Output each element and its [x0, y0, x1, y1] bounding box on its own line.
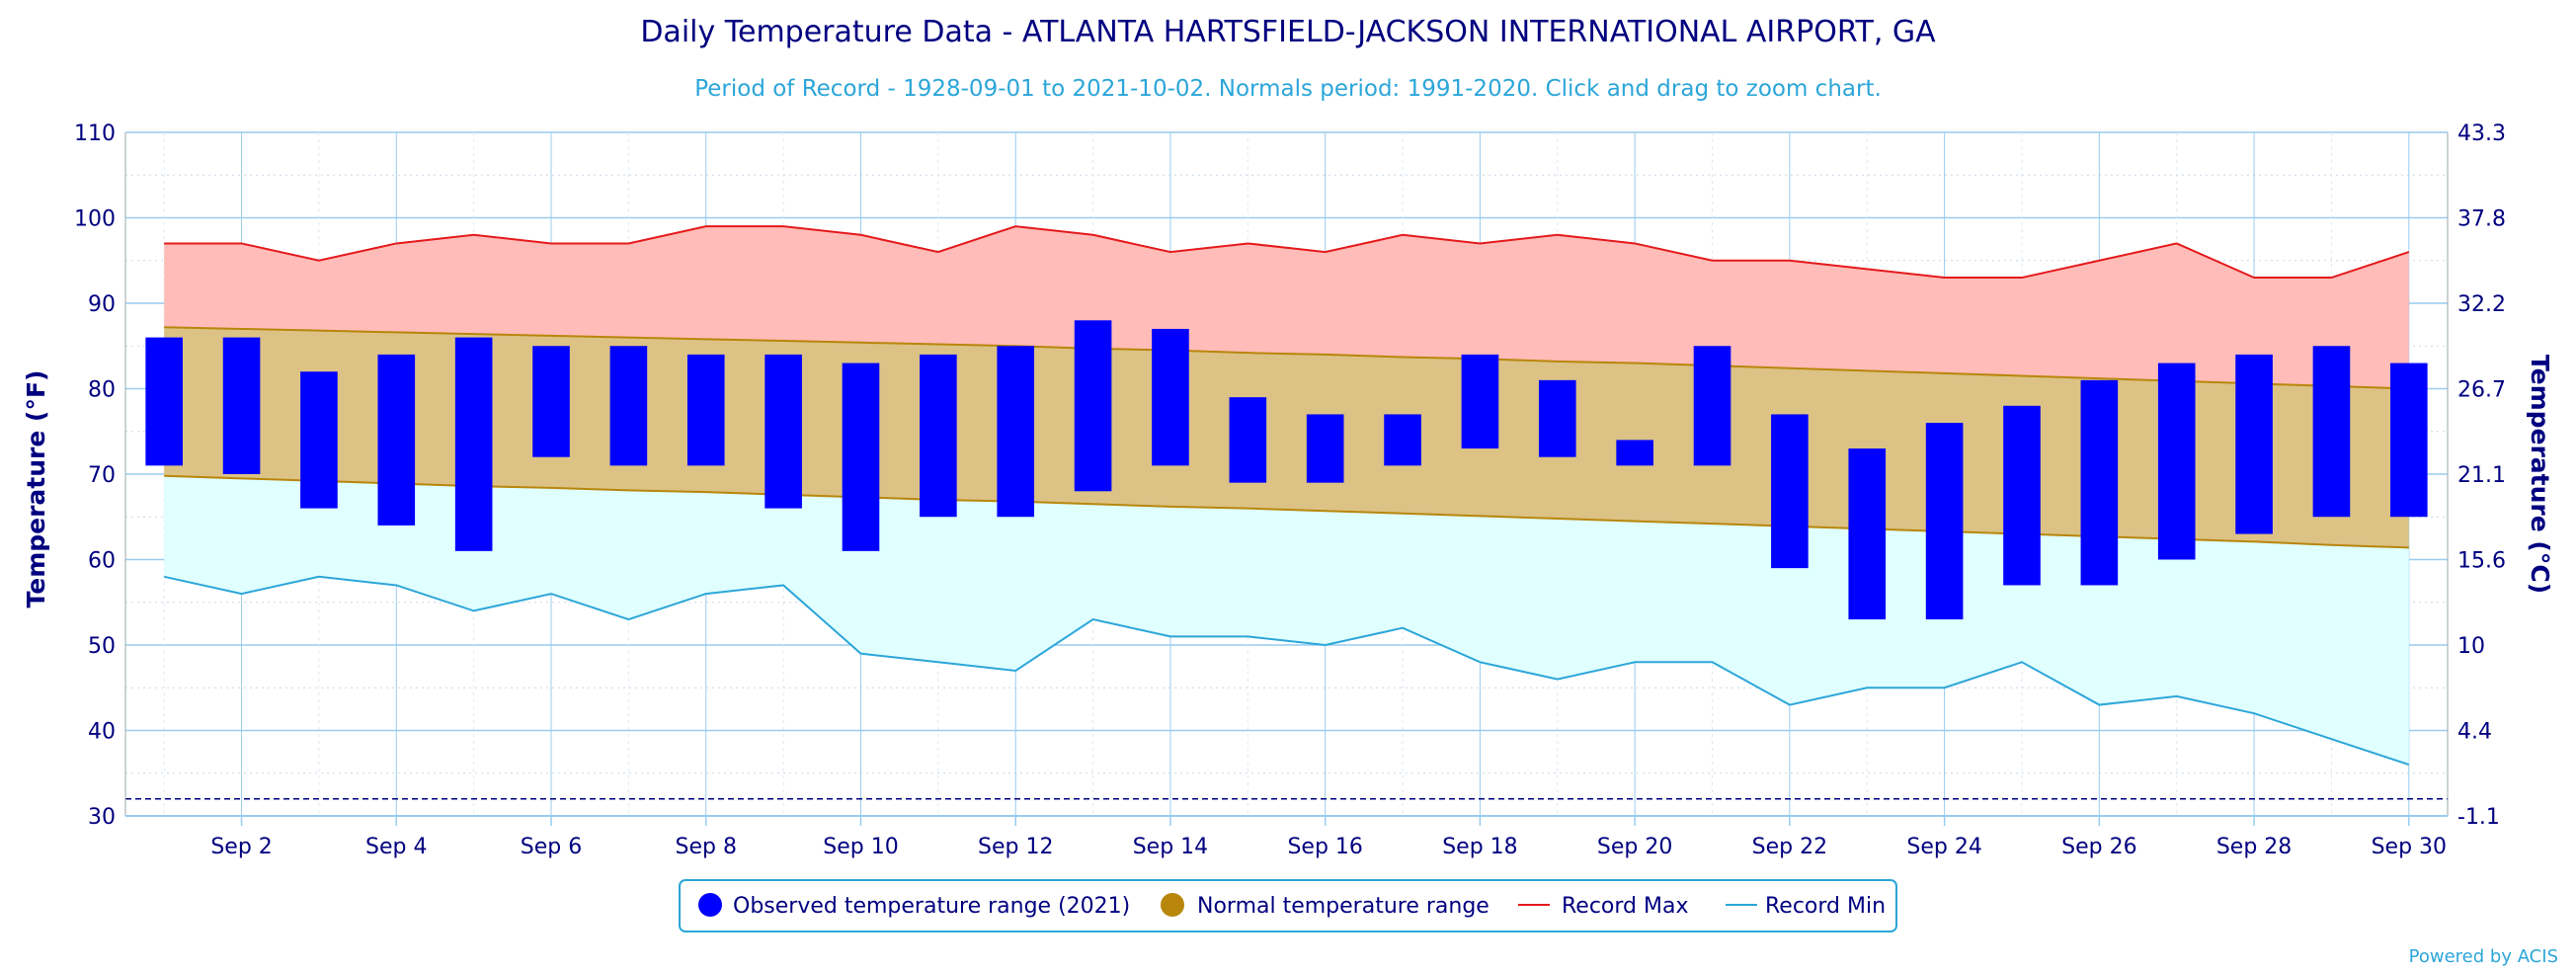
- powered-by-credit[interactable]: Powered by ACIS: [2409, 946, 2558, 967]
- y2-tick-label: 21.1: [2457, 463, 2506, 488]
- legend-item-normal[interactable]: Normal temperature range: [1161, 893, 1489, 919]
- x-tick-label: Sep 22: [1752, 835, 1827, 859]
- y2-tick-label: 32.2: [2457, 292, 2506, 317]
- y2-tick-label: 26.7: [2457, 378, 2506, 403]
- x-tick-label: Sep 14: [1133, 835, 1208, 859]
- legend-box: [679, 879, 1897, 932]
- y-tick-label: 30: [88, 805, 116, 830]
- x-tick-label: Sep 8: [676, 835, 737, 859]
- observed-bar: [1693, 346, 1731, 466]
- legend-item-record-max[interactable]: Record Max: [1518, 894, 1689, 919]
- legend-normal-marker: [1161, 893, 1184, 917]
- observed-bar: [145, 337, 183, 466]
- y-tick-label: 50: [88, 634, 116, 659]
- record-max-line: [164, 225, 2410, 280]
- observed-bar: [920, 354, 957, 518]
- record-min-line: [163, 575, 2410, 767]
- observed-bar: [1384, 414, 1421, 466]
- x-tick-label: Sep 30: [2372, 835, 2447, 859]
- observed-bar: [609, 346, 648, 466]
- x-tick-label: Sep 16: [1287, 835, 1362, 859]
- legend-record-min-label: Record Min: [1765, 894, 1886, 919]
- y-tick-label: 90: [88, 292, 116, 317]
- chart-title: Daily Temperature Data - ATLANTA HARTSFI…: [640, 15, 1936, 49]
- observed-bar: [2390, 363, 2428, 518]
- record-and-normal-bands: [164, 226, 2409, 766]
- normal-high-line: [164, 326, 2409, 390]
- observed-bars: [145, 320, 2428, 620]
- observed-bar: [765, 354, 802, 509]
- observed-bar: [1152, 328, 1189, 466]
- x-tick-label: Sep 18: [1442, 835, 1517, 859]
- chart-subtitle: Period of Record - 1928-09-01 to 2021-10…: [694, 76, 1882, 102]
- observed-bar: [300, 371, 338, 509]
- observed-bar: [1461, 354, 1499, 449]
- y-tick-label: 70: [88, 463, 116, 488]
- observed-bar: [1229, 397, 1267, 483]
- y2-tick-label: 4.4: [2457, 720, 2492, 745]
- legend-normal-label: Normal temperature range: [1197, 894, 1489, 919]
- observed-bar: [1848, 448, 1887, 620]
- y-axis-title-right: Temperature (°C): [2526, 355, 2554, 594]
- x-tick-label: Sep 28: [2216, 835, 2292, 859]
- observed-bar: [1925, 423, 1964, 620]
- y2-tick-label: 10: [2457, 634, 2485, 659]
- observed-bar: [377, 354, 416, 526]
- legend-item-observed[interactable]: Observed temperature range (2021): [698, 893, 1130, 919]
- legend-observed-label: Observed temperature range (2021): [733, 894, 1130, 919]
- y-tick-label: 100: [74, 207, 116, 232]
- record-max-area: [164, 226, 2409, 389]
- legend-observed-marker: [698, 893, 722, 917]
- observed-bar: [1074, 320, 1112, 492]
- observed-bar: [1538, 379, 1576, 457]
- x-tick-label: Sep 10: [823, 835, 898, 859]
- observed-bar: [222, 337, 261, 474]
- y2-tick-label: 37.8: [2457, 207, 2506, 232]
- observed-bar: [454, 337, 493, 551]
- legend-record-max-label: Record Max: [1562, 894, 1689, 919]
- axes: 30 -1.1 40 4.4 50 10 60 15.6 70 21.1 80 26.7 90 32.2 1…: [74, 122, 2506, 859]
- x-tick-label: Sep 12: [978, 835, 1053, 859]
- observed-bar: [686, 354, 725, 466]
- observed-bar: [2312, 346, 2351, 518]
- observed-bar: [1306, 414, 1344, 483]
- record-min-area: [164, 475, 2409, 766]
- observed-bar: [2080, 379, 2119, 586]
- x-tick-label: Sep 4: [365, 835, 427, 859]
- y2-tick-label: 15.6: [2457, 549, 2506, 574]
- y-tick-label: 60: [88, 549, 116, 574]
- y-tick-label: 110: [74, 122, 116, 146]
- observed-bar: [2003, 405, 2041, 586]
- observed-bar: [2157, 363, 2196, 560]
- record-lines: [125, 225, 2448, 800]
- observed-bar: [842, 363, 880, 551]
- y-axis-title-left: Temperature (°F): [22, 370, 50, 608]
- x-tick-label: Sep 2: [210, 835, 272, 859]
- x-tick-label: Sep 20: [1597, 835, 1672, 859]
- observed-bar: [532, 346, 570, 457]
- chart-legend[interactable]: Observed temperature range (2021) Normal…: [679, 879, 1897, 932]
- legend-item-record-min[interactable]: Record Min: [1726, 894, 1886, 919]
- observed-bar: [2235, 354, 2273, 534]
- x-tick-label: Sep 6: [521, 835, 582, 859]
- y-tick-label: 80: [88, 378, 116, 403]
- observed-bar: [997, 346, 1035, 518]
- y2-tick-label: -1.1: [2457, 805, 2500, 830]
- y-tick-label: 40: [88, 720, 116, 745]
- observed-bar: [1771, 414, 1809, 569]
- observed-bar: [1616, 440, 1653, 466]
- x-tick-label: Sep 24: [1906, 835, 1981, 859]
- y2-tick-label: 43.3: [2457, 122, 2506, 146]
- x-tick-label: Sep 26: [2061, 835, 2136, 859]
